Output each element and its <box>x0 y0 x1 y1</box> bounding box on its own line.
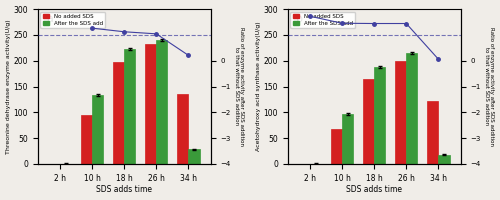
X-axis label: SDS adds time: SDS adds time <box>346 185 402 194</box>
Bar <box>342 114 353 164</box>
Bar <box>81 115 92 164</box>
Y-axis label: Ratio of enzyme activity after SDS addition
to that without SDS addition: Ratio of enzyme activity after SDS addit… <box>484 27 494 146</box>
Bar <box>363 79 374 164</box>
Y-axis label: Acetohydroxy acid synthase activity(U/g): Acetohydroxy acid synthase activity(U/g) <box>256 22 260 151</box>
Bar <box>113 62 124 164</box>
Y-axis label: Ratio of enzyme activity after SDS addition
to that without SDS addition: Ratio of enzyme activity after SDS addit… <box>234 27 244 146</box>
Bar <box>145 44 156 164</box>
Bar <box>156 40 168 164</box>
Bar <box>92 95 104 164</box>
Bar <box>406 53 418 164</box>
X-axis label: SDS adds time: SDS adds time <box>96 185 152 194</box>
Bar <box>438 155 450 164</box>
Bar <box>188 149 200 164</box>
Bar <box>124 49 136 164</box>
Text: a: a <box>46 14 53 24</box>
Legend: No added SDS, After the SDS add: No added SDS, After the SDS add <box>290 12 355 28</box>
Bar <box>427 101 438 164</box>
Legend: No added SDS, After the SDS add: No added SDS, After the SDS add <box>40 12 105 28</box>
Bar <box>331 129 342 164</box>
Bar <box>374 67 386 164</box>
Text: b: b <box>296 14 304 24</box>
Y-axis label: Threonine dehydrase enzyme activity(U/g): Threonine dehydrase enzyme activity(U/g) <box>6 19 10 154</box>
Bar <box>395 61 406 164</box>
Bar <box>177 94 188 164</box>
